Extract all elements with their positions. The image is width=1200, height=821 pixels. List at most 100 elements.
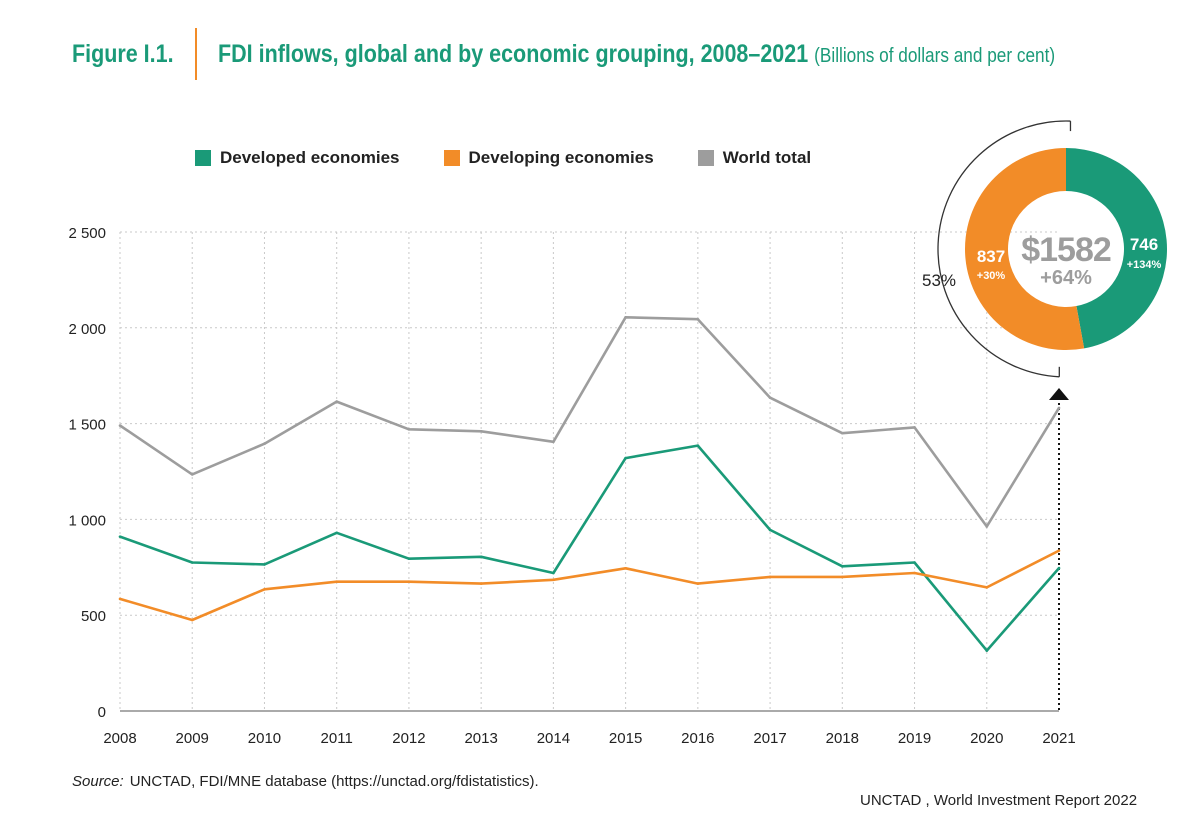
data-point-world-total-2020 [985, 525, 989, 528]
x-tick-label: 2009 [176, 730, 209, 747]
data-point-developed-economies-2015 [624, 456, 627, 460]
series-developing-economies [118, 549, 1061, 622]
data-point-developed-economies-2011 [335, 531, 338, 535]
series-developed-economies [118, 444, 1061, 652]
x-tick-label: 2016 [681, 730, 714, 747]
x-tick-label: 2015 [609, 730, 642, 747]
data-point-world-total-2015 [624, 315, 627, 319]
header-divider [195, 28, 197, 80]
data-point-world-total-2014 [552, 440, 555, 444]
data-point-developing-economies-2016 [696, 582, 700, 585]
series-line-world-total [119, 315, 1061, 528]
donut-chart: $1582+64% 746 +134% 837 +30% 53% [922, 120, 1168, 378]
series-world-total [118, 315, 1061, 528]
x-tick-label: 2018 [826, 730, 859, 747]
donut-center-change: +64% [1040, 267, 1092, 289]
data-point-developed-economies-2013 [479, 555, 483, 559]
donut-label-developing-change: +30% [977, 270, 1006, 282]
donut-center-value: $1582 [1021, 231, 1111, 269]
series-line-developed-economies [119, 444, 1060, 652]
legend-label-developing: Developing economies [468, 148, 654, 167]
legend-item-developed: Developed economies [195, 146, 400, 170]
data-point-developing-economies-2012 [407, 580, 411, 583]
y-tick-label: 2 500 [68, 225, 106, 242]
legend-item-developing: Developing economies [443, 146, 654, 170]
data-point-developing-economies-2011 [335, 580, 338, 583]
x-tick-label: 2013 [464, 730, 497, 747]
data-point-developed-economies-2009 [190, 561, 194, 564]
legend-label-world: World total [722, 148, 812, 167]
marker-arrow-icon [1049, 388, 1069, 400]
data-point-world-total-2021 [1057, 406, 1061, 410]
y-tick-label: 1 000 [68, 512, 106, 529]
y-tick-label: 2 000 [68, 321, 106, 338]
data-point-developed-economies-2020 [985, 649, 989, 652]
data-point-developing-economies-2008 [118, 597, 122, 601]
data-point-developed-economies-2016 [696, 444, 700, 447]
donut-slice-developing-economies [965, 148, 1085, 350]
source-label: Source: [72, 773, 124, 790]
data-point-world-total-2019 [913, 426, 916, 429]
data-point-world-total-2017 [768, 396, 772, 400]
y-tick-label: 1 500 [68, 417, 106, 434]
data-point-developing-economies-2014 [552, 578, 555, 582]
x-tick-label: 2020 [970, 730, 1003, 747]
data-point-developed-economies-2019 [913, 561, 916, 564]
data-point-world-total-2008 [118, 424, 122, 427]
share-bracket-arc [937, 120, 1071, 378]
data-point-developed-economies-2017 [768, 528, 772, 532]
series-line-developing-economies [119, 549, 1060, 622]
data-point-developing-economies-2009 [190, 618, 194, 622]
data-point-developed-economies-2012 [407, 557, 411, 560]
data-point-world-total-2012 [407, 428, 411, 431]
data-point-developing-economies-2010 [263, 588, 266, 591]
report-credit: UNCTAD , World Investment Report 2022 [860, 792, 1138, 809]
data-point-world-total-2011 [335, 400, 338, 403]
y-tick-label: 500 [81, 608, 106, 625]
figure-label: Figure I.1. [72, 40, 174, 68]
legend-swatch-developing [443, 150, 460, 166]
figure-unit: (Billions of dollars and per cent) [814, 45, 1056, 67]
legend-label-developed: Developed economies [220, 148, 400, 167]
donut-slice-developed-economies [1066, 148, 1168, 349]
data-point-developed-economies-2008 [118, 535, 122, 538]
x-tick-label: 2012 [392, 730, 425, 747]
chart-legend: Developed economies Developing economies… [195, 146, 855, 170]
data-point-developing-economies-2019 [913, 571, 916, 575]
x-tick-label: 2010 [248, 730, 281, 747]
legend-item-world: World total [697, 146, 812, 170]
data-point-developing-economies-2021 [1057, 549, 1061, 552]
legend-swatch-world [697, 150, 714, 166]
data-point-developed-economies-2018 [841, 565, 844, 568]
legend-swatch-developed [195, 150, 211, 166]
x-tick-label: 2017 [753, 730, 786, 747]
y-tick-label: 0 [98, 704, 106, 721]
data-point-developing-economies-2015 [624, 566, 627, 570]
data-point-developed-economies-2014 [552, 571, 555, 575]
data-point-world-total-2016 [696, 317, 700, 321]
data-point-developed-economies-2021 [1057, 566, 1061, 570]
source-text: UNCTAD, FDI/MNE database (https://unctad… [129, 773, 539, 790]
x-tick-label: 2008 [103, 730, 136, 747]
data-point-world-total-2013 [479, 429, 483, 433]
donut-label-developed-value: 746 [1130, 235, 1158, 254]
donut-label-developed-change: +134% [1127, 259, 1162, 271]
data-point-developing-economies-2020 [985, 586, 989, 589]
x-tick-label: 2019 [898, 730, 931, 747]
data-point-developing-economies-2013 [479, 582, 483, 585]
figure-title: FDI inflows, global and by economic grou… [218, 40, 1055, 69]
figure-title-text: FDI inflows, global and by economic grou… [218, 40, 809, 68]
source-note: Source: UNCTAD, FDI/MNE database (https:/… [72, 773, 539, 790]
data-point-world-total-2010 [263, 442, 266, 446]
data-point-world-total-2009 [190, 473, 194, 476]
donut-share-label: 53% [922, 271, 956, 290]
data-point-developing-economies-2017 [768, 575, 772, 579]
data-point-world-total-2018 [841, 431, 844, 435]
x-tick-label: 2021 [1042, 730, 1075, 747]
donut-label-developing-value: 837 [977, 247, 1005, 266]
x-tick-label: 2014 [537, 730, 570, 747]
data-point-developed-economies-2010 [263, 563, 266, 566]
data-point-developing-economies-2018 [841, 575, 844, 579]
x-tick-label: 2011 [321, 730, 353, 747]
